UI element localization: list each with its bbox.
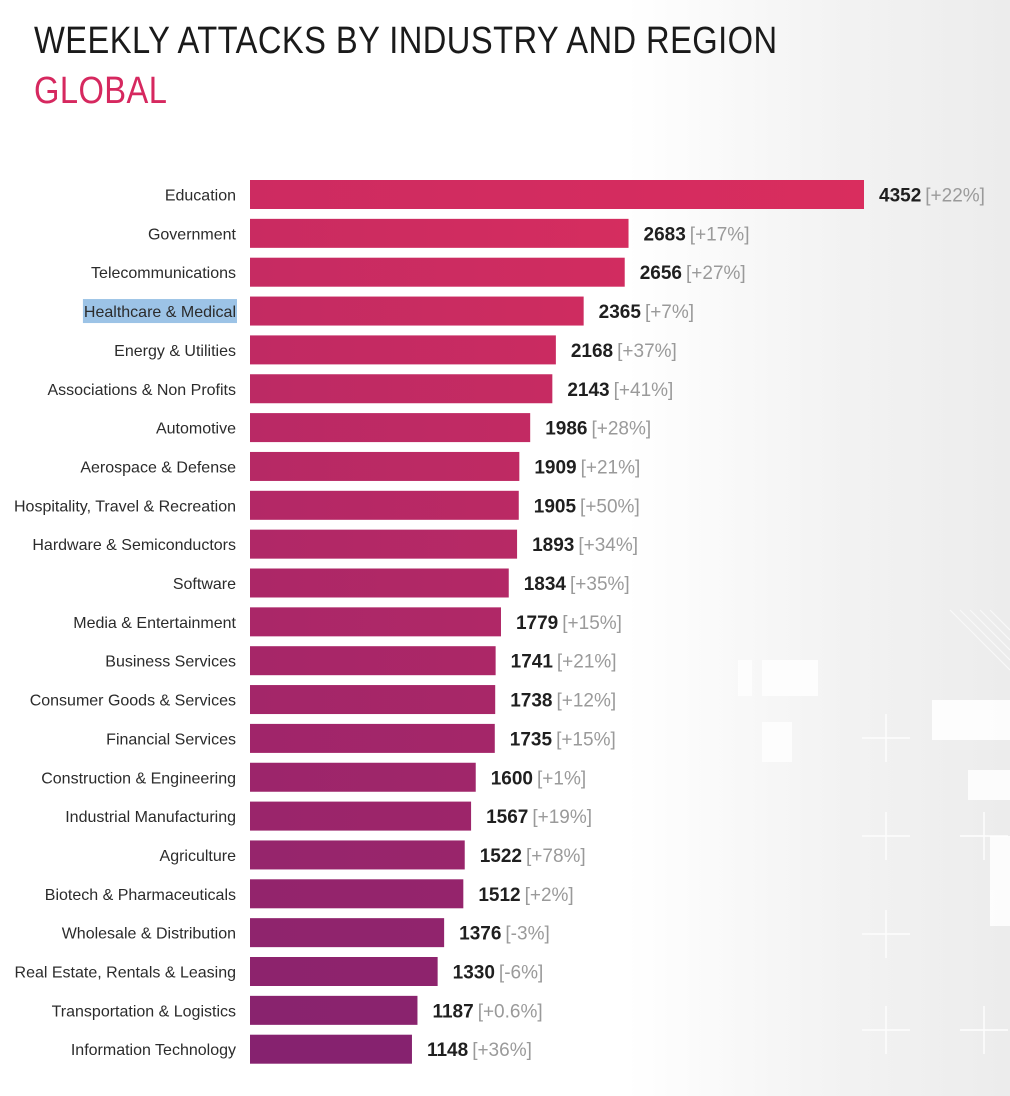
category-label: Agriculture	[160, 848, 237, 865]
change-label: [+7%]	[645, 302, 694, 323]
value-label: 1741	[511, 652, 554, 673]
bar	[250, 995, 418, 1025]
category-label: Construction & Engineering	[41, 770, 236, 787]
bar	[250, 646, 496, 676]
value-label: 1909	[534, 457, 576, 478]
bar	[250, 918, 445, 948]
category-label: Healthcare & Medical	[84, 304, 236, 321]
bar	[250, 957, 438, 986]
value-label: 2365	[599, 302, 642, 323]
bar	[250, 685, 496, 715]
category-label: Hospitality, Travel & Recreation	[14, 498, 236, 515]
bar	[250, 723, 495, 753]
bar	[250, 801, 472, 831]
change-label: [+22%]	[925, 186, 985, 207]
value-label: 1522	[480, 846, 522, 867]
category-label: Education	[165, 188, 236, 205]
category-label: Biotech & Pharmaceuticals	[45, 887, 236, 904]
bar	[250, 568, 509, 598]
change-label: [+41%]	[614, 380, 674, 401]
change-label: [+27%]	[686, 263, 746, 284]
category-label: Transportation & Logistics	[52, 1003, 236, 1020]
value-label: 1512	[478, 885, 520, 906]
bar	[250, 840, 465, 870]
bar	[250, 218, 629, 248]
bar	[250, 296, 584, 326]
bar	[250, 413, 531, 443]
change-label: [+19%]	[532, 807, 592, 828]
change-label: [+12%]	[556, 691, 616, 712]
category-label: Industrial Manufacturing	[65, 809, 236, 826]
value-label: 1187	[432, 1001, 473, 1022]
category-label: Wholesale & Distribution	[62, 926, 236, 943]
bar	[250, 529, 518, 559]
bar	[250, 607, 501, 637]
change-label: [+2%]	[525, 885, 574, 906]
value-label: 1735	[510, 729, 553, 750]
category-label: Government	[148, 226, 237, 243]
value-label: 1148	[427, 1040, 468, 1061]
chart-title: WEEKLY ATTACKS BY INDUSTRY AND REGION	[34, 20, 778, 62]
bar	[250, 180, 864, 209]
value-label: 1834	[524, 574, 567, 595]
change-label: [+15%]	[556, 729, 616, 750]
category-label: Media & Entertainment	[73, 615, 236, 632]
change-label: [+35%]	[570, 574, 630, 595]
category-label: Aerospace & Defense	[80, 459, 236, 476]
value-label: 1376	[459, 924, 501, 945]
value-label: 1779	[516, 613, 558, 634]
bar	[250, 762, 476, 792]
category-label: Software	[173, 576, 236, 593]
value-label: 1330	[453, 963, 495, 984]
bar	[250, 335, 556, 365]
value-label: 1905	[534, 496, 577, 517]
change-label: [+78%]	[526, 846, 586, 867]
change-label: [+34%]	[578, 535, 638, 556]
category-highlight	[82, 299, 237, 324]
bar	[250, 1034, 412, 1064]
change-label: [+28%]	[591, 419, 651, 440]
value-label: 1600	[491, 768, 533, 789]
category-label: Consumer Goods & Services	[30, 693, 236, 710]
category-label: Automotive	[156, 421, 236, 438]
change-label: [+36%]	[472, 1040, 532, 1061]
change-label: [+1%]	[537, 768, 586, 789]
value-label: 4352	[879, 186, 921, 207]
chart-subtitle: GLOBAL	[34, 70, 168, 112]
category-label: Associations & Non Profits	[47, 382, 236, 399]
value-label: 1567	[486, 807, 528, 828]
change-label: [+17%]	[690, 224, 750, 245]
value-label: 1986	[545, 419, 587, 440]
change-label: [+0.6%]	[478, 1001, 543, 1022]
change-label: [-6%]	[499, 963, 543, 984]
value-label: 2143	[567, 380, 609, 401]
value-label: 1738	[510, 691, 552, 712]
value-label: 2656	[640, 263, 682, 284]
change-label: [+15%]	[562, 613, 622, 634]
value-label: 2683	[644, 224, 686, 245]
category-label: Financial Services	[106, 731, 236, 748]
category-label: Business Services	[105, 654, 236, 671]
bar	[250, 451, 520, 481]
category-label: Information Technology	[71, 1042, 236, 1059]
change-label: [-3%]	[505, 924, 549, 945]
change-label: [+21%]	[557, 652, 617, 673]
bar	[250, 490, 519, 520]
bar	[250, 257, 625, 287]
change-label: [+50%]	[580, 496, 640, 517]
change-label: [+21%]	[581, 457, 641, 478]
value-label: 1893	[532, 535, 574, 556]
change-label: [+37%]	[617, 341, 677, 362]
category-label: Energy & Utilities	[114, 343, 236, 360]
bar	[250, 374, 553, 404]
category-label: Real Estate, Rentals & Leasing	[15, 965, 236, 982]
bar	[250, 879, 464, 909]
value-label: 2168	[571, 341, 613, 362]
category-label: Hardware & Semiconductors	[32, 537, 236, 554]
category-label: Telecommunications	[91, 265, 236, 282]
